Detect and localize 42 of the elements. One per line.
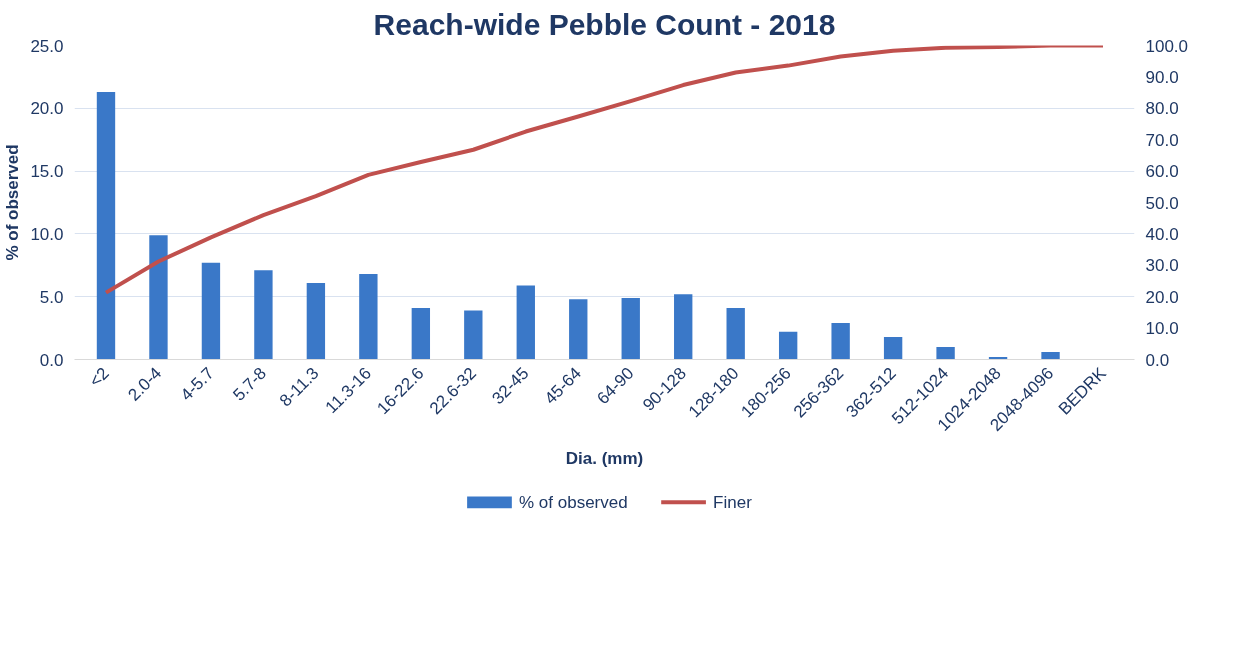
bar	[1041, 351, 1060, 360]
y2-tick-label: 10.0	[1145, 319, 1179, 339]
y-tick-label: 5.0	[39, 287, 64, 307]
y-tick-label: 25.0	[30, 36, 64, 56]
chart-title: Reach-wide Pebble Count - 2018	[373, 7, 836, 41]
bar	[149, 235, 168, 360]
bar	[411, 308, 431, 360]
legend-label: Finer	[713, 492, 753, 512]
bar	[778, 331, 798, 360]
bar	[516, 285, 535, 360]
bar	[201, 262, 221, 360]
y-tick-label: 20.0	[30, 99, 64, 119]
x-axis-title: Dia. (mm)	[565, 449, 644, 469]
y-axis-title: % of observed	[3, 144, 23, 261]
x-tick-label: <2	[85, 363, 113, 391]
bar	[883, 336, 903, 360]
y-tick-label: 0.0	[39, 350, 64, 370]
y2-tick-label: 80.0	[1145, 99, 1179, 119]
bar	[674, 294, 693, 360]
y2-tick-label: 20.0	[1145, 287, 1179, 307]
bar	[96, 91, 116, 360]
y2-tick-label: 30.0	[1145, 256, 1179, 276]
bar	[359, 274, 378, 360]
y2-tick-label: 70.0	[1145, 130, 1179, 150]
bar	[306, 282, 326, 360]
y2-tick-label: 50.0	[1145, 193, 1179, 213]
y2-tick-label: 40.0	[1145, 224, 1179, 244]
y-tick-label: 15.0	[30, 162, 64, 182]
bar	[569, 299, 588, 360]
bar	[464, 310, 483, 360]
y2-tick-label: 100.0	[1145, 36, 1189, 56]
y2-tick-label: 90.0	[1145, 67, 1179, 87]
legend-label: % of observed	[518, 492, 628, 512]
line-series	[103, 45, 1106, 295]
bar	[936, 346, 955, 360]
bar	[621, 297, 640, 360]
y2-tick-label: 60.0	[1145, 162, 1179, 182]
bar	[831, 323, 850, 360]
bar	[726, 308, 745, 360]
bar	[254, 270, 273, 360]
y2-tick-label: 0.0	[1145, 350, 1170, 370]
y-tick-label: 10.0	[30, 224, 64, 244]
